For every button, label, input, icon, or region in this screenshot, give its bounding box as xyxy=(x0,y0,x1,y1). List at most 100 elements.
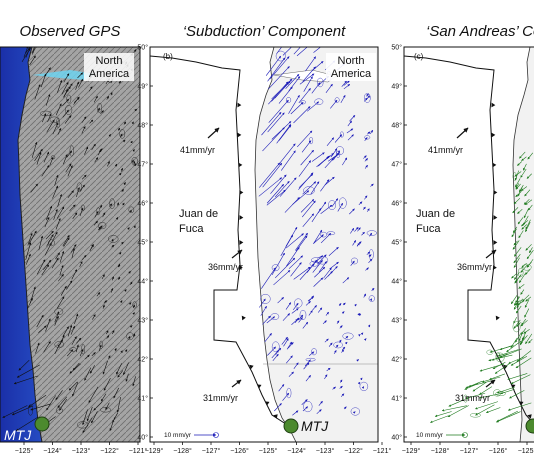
gps-arrow xyxy=(13,375,39,385)
gps-arrow xyxy=(99,204,103,209)
panel-b-ocean-label-2: Fuca xyxy=(179,223,204,235)
gps-arrow xyxy=(518,230,524,239)
gps-arrow xyxy=(59,335,65,345)
gps-arrow xyxy=(111,276,115,281)
gps-arrow xyxy=(123,121,127,125)
gps-arrow xyxy=(352,411,356,414)
gps-arrow xyxy=(265,55,282,76)
gps-arrow xyxy=(82,409,88,426)
gps-error-ellipse xyxy=(55,407,63,414)
y-tick-label: 46° xyxy=(391,200,402,208)
panel-b-gps-arrows xyxy=(258,47,377,416)
gps-arrow xyxy=(292,410,299,416)
gps-arrow xyxy=(514,170,520,181)
gps-arrow xyxy=(36,152,42,165)
gps-arrow xyxy=(259,298,266,308)
trench-tooth xyxy=(527,414,532,419)
gps-arrow xyxy=(116,396,121,413)
gps-arrow xyxy=(318,155,330,167)
gps-arrow xyxy=(31,141,38,158)
y-tick-label: 48° xyxy=(137,122,148,130)
gps-arrow xyxy=(313,277,324,287)
gps-arrow xyxy=(58,274,64,282)
gps-arrow xyxy=(116,363,123,375)
gps-error-ellipse xyxy=(50,155,56,160)
gps-error-ellipse xyxy=(359,381,369,391)
gps-arrow xyxy=(507,402,532,411)
gps-arrow xyxy=(63,154,68,165)
panel-c-plate-boundary xyxy=(404,55,534,425)
gps-arrow xyxy=(528,204,533,211)
panel-b-plate-label-2: America xyxy=(331,68,372,80)
gps-arrow xyxy=(102,304,105,309)
gps-arrow xyxy=(517,208,523,214)
y-tick-label: 50° xyxy=(137,44,148,52)
gps-arrow xyxy=(271,349,279,359)
gps-arrow xyxy=(53,208,58,220)
panel-b-plate-boundary xyxy=(150,55,293,429)
gps-arrow xyxy=(364,158,368,162)
gps-arrow xyxy=(32,47,35,54)
gps-arrow xyxy=(268,81,289,105)
gps-arrow xyxy=(489,373,505,380)
gps-arrow xyxy=(285,226,298,247)
gps-arrow xyxy=(34,84,41,100)
gps-arrow xyxy=(96,292,101,297)
panel-b-plate-box xyxy=(326,53,376,81)
gps-arrow xyxy=(124,349,128,353)
y-tick-label: 50° xyxy=(391,44,402,52)
gps-arrow xyxy=(517,161,522,166)
gps-arrow xyxy=(261,111,282,136)
gps-arrow xyxy=(270,174,287,194)
gps-arrow xyxy=(298,317,303,323)
gps-arrow xyxy=(67,190,74,199)
gps-arrow xyxy=(298,160,312,177)
gps-arrow xyxy=(71,269,78,280)
gps-arrow xyxy=(293,266,311,280)
gps-arrow xyxy=(44,242,52,256)
gps-arrow xyxy=(347,120,352,127)
gps-arrow xyxy=(79,348,84,357)
gps-arrow xyxy=(120,133,123,137)
x-tick-label: −127° xyxy=(202,447,221,455)
gps-arrow xyxy=(108,133,111,137)
gps-arrow xyxy=(271,252,285,276)
gps-arrow xyxy=(314,266,326,278)
gps-arrow xyxy=(29,55,36,66)
trench-tooth xyxy=(492,265,497,270)
gps-arrow xyxy=(30,403,52,411)
gps-arrow xyxy=(114,347,117,352)
panel-c-rate-2: 36mm/yr xyxy=(457,262,492,272)
gps-arrow xyxy=(18,359,30,371)
trench-tooth xyxy=(249,364,254,370)
gps-arrow xyxy=(45,318,51,332)
panel-b-tag: (b) xyxy=(163,52,173,61)
gps-arrow xyxy=(76,187,80,198)
gps-error-ellipse xyxy=(286,387,292,399)
gps-arrow xyxy=(511,273,517,279)
gps-arrow xyxy=(507,373,528,380)
y-tick-label: 42° xyxy=(391,356,402,364)
gps-error-ellipse xyxy=(108,235,119,243)
gps-error-ellipse xyxy=(300,100,306,105)
gps-arrow xyxy=(513,257,520,268)
y-tick-label: 40° xyxy=(137,434,148,442)
x-tick-label: −127° xyxy=(460,447,479,455)
gps-arrow xyxy=(268,66,290,90)
gps-arrow xyxy=(128,302,132,305)
gps-arrow xyxy=(57,296,65,309)
x-tick-label: −121° xyxy=(129,447,148,455)
gps-arrow xyxy=(363,155,367,159)
gps-arrow xyxy=(274,82,289,99)
gps-arrow xyxy=(360,332,364,336)
gps-arrow xyxy=(47,113,52,123)
panel-a-plate-label-1: North xyxy=(96,55,123,67)
gps-arrow xyxy=(57,396,68,408)
gps-arrow xyxy=(79,184,85,192)
gps-error-ellipse xyxy=(77,421,89,429)
panel-b-rate-3: 31mm/yr xyxy=(203,393,238,403)
gps-arrow xyxy=(274,403,282,412)
panel-b-frame xyxy=(149,46,379,443)
gps-arrow xyxy=(316,409,322,415)
gps-arrow xyxy=(133,163,137,166)
